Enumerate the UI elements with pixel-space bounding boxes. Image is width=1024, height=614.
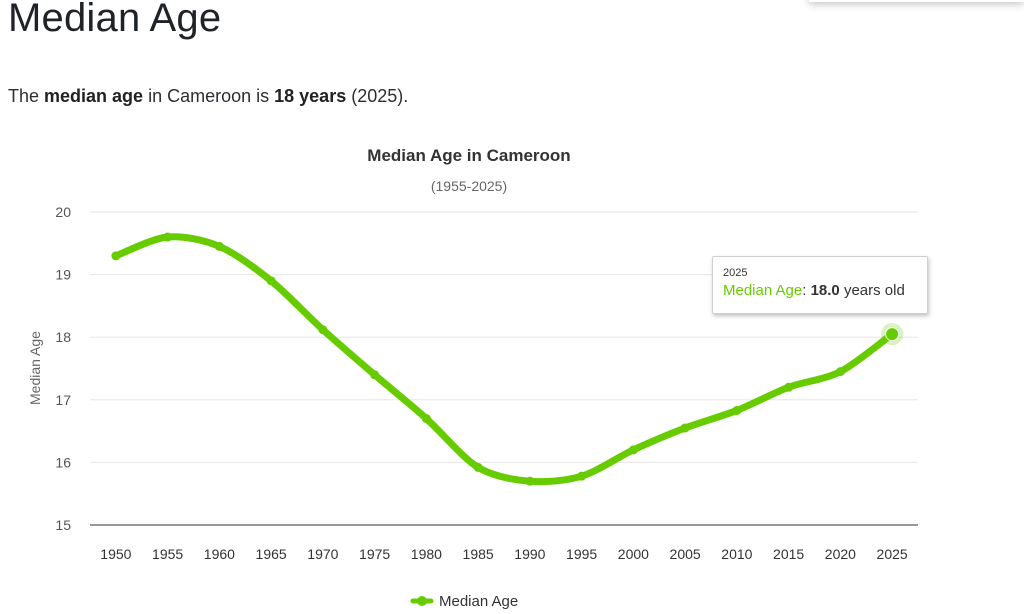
x-tick-label: 1960 [204, 546, 235, 562]
y-tick-label: 20 [55, 204, 71, 220]
data-point[interactable] [680, 423, 690, 433]
x-tick-label: 1975 [359, 546, 390, 562]
chart-subtitle: (1955-2025) [431, 178, 507, 194]
x-tick-label: 2020 [825, 546, 856, 562]
series-line-median-age [112, 233, 896, 486]
data-point[interactable] [370, 370, 380, 380]
x-tick-label: 1965 [256, 546, 287, 562]
y-tick-label: 18 [55, 329, 71, 345]
x-tick-label: 2010 [721, 546, 752, 562]
x-tick-label: 1950 [100, 546, 131, 562]
chart-legend[interactable]: Median Age [410, 593, 518, 610]
data-point[interactable] [111, 251, 121, 261]
tooltip-value: 18.0 [810, 282, 840, 299]
x-tick-label: 2015 [773, 546, 804, 562]
legend-series-label: Median Age [439, 593, 518, 610]
x-tick-label: 2025 [877, 546, 908, 562]
x-tick-label: 2000 [618, 546, 649, 562]
tooltip-unit: years old [839, 282, 905, 299]
y-tick-label: 17 [55, 392, 71, 408]
x-tick-label: 2005 [670, 546, 701, 562]
tooltip-series-name: Median Age [723, 282, 803, 299]
data-point[interactable] [421, 414, 431, 424]
data-tooltip: 2025 Median Age: 18.0 years old [712, 256, 928, 314]
x-tick-label: 1990 [514, 546, 545, 562]
header-dropdown-shadow [809, 0, 1024, 2]
intro-bold-median-age: median age [44, 86, 144, 106]
tooltip-value-line: Median Age: 18.0 years old [723, 282, 905, 299]
intro-text: The median age in Cameroon is 18 years (… [8, 86, 409, 106]
data-point[interactable] [318, 325, 328, 335]
legend-series-marker [417, 596, 427, 606]
data-point[interactable] [628, 445, 638, 455]
data-point[interactable] [732, 405, 742, 415]
x-tick-label: 1980 [411, 546, 442, 562]
data-point[interactable] [525, 476, 535, 486]
x-tick-label: 1985 [463, 546, 494, 562]
data-point[interactable] [784, 382, 794, 392]
data-point[interactable] [163, 232, 173, 242]
y-tick-label: 16 [55, 454, 71, 470]
data-point[interactable] [214, 241, 224, 251]
x-tick-label: 1970 [307, 546, 338, 562]
data-point-highlighted[interactable] [885, 327, 900, 342]
data-point[interactable] [577, 471, 587, 481]
chart-title: Median Age in Cameroon [367, 146, 570, 165]
x-tick-label: 1995 [566, 546, 597, 562]
tooltip-year: 2025 [723, 267, 748, 279]
y-tick-label: 15 [55, 517, 71, 533]
y-tick-label: 19 [55, 267, 71, 283]
page-title: Median Age [8, 0, 222, 40]
data-point[interactable] [266, 276, 276, 286]
data-point[interactable] [473, 462, 483, 472]
intro-bold-value: 18 years [274, 86, 347, 106]
x-tick-label: 1955 [152, 546, 183, 562]
data-point[interactable] [835, 367, 845, 377]
y-axis-label: Median Age [27, 331, 43, 405]
